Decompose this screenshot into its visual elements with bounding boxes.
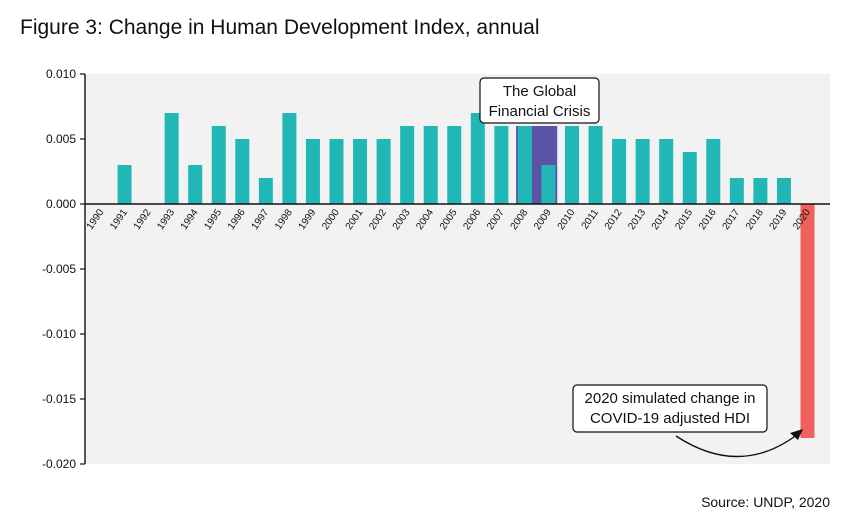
bar-2014 [659, 139, 674, 204]
bar-1991 [117, 165, 132, 204]
bar-2009 [541, 165, 556, 204]
bar-2015 [682, 152, 697, 204]
bar-2011 [588, 126, 603, 204]
bar-1993 [164, 113, 179, 204]
y-tick-label: -0.020 [42, 457, 76, 471]
bar-2013 [635, 139, 650, 204]
bar-2003 [400, 126, 415, 204]
bar-2008 [517, 126, 532, 204]
bar-2000 [329, 139, 344, 204]
annotation-text-covid: 2020 simulated change in [585, 390, 756, 407]
bar-1999 [305, 139, 320, 204]
y-tick-label: -0.015 [42, 392, 76, 406]
bar-1994 [188, 165, 203, 204]
bar-2020 [800, 204, 815, 438]
bar-2004 [423, 126, 438, 204]
bar-2016 [706, 139, 721, 204]
bar-1996 [235, 139, 250, 204]
annotation-arrow-head [790, 429, 803, 440]
y-tick-label: 0.010 [46, 67, 76, 81]
chart-title: Figure 3: Change in Human Development In… [20, 16, 540, 39]
bar-2018 [753, 178, 768, 204]
bar-1995 [211, 126, 226, 204]
bar-2006 [470, 113, 485, 204]
bar-2019 [776, 178, 791, 204]
bar-2017 [729, 178, 744, 204]
bar-2005 [447, 126, 462, 204]
bar-2010 [565, 126, 579, 204]
y-tick-label: 0.005 [46, 132, 76, 146]
bar-1997 [258, 178, 273, 204]
bar-2002 [376, 139, 391, 204]
y-tick-label: 0.000 [46, 197, 76, 211]
source-note: Source: UNDP, 2020 [701, 494, 830, 510]
annotation-arrow-curve [675, 433, 799, 458]
y-tick-label: -0.010 [42, 327, 76, 341]
bar-2012 [612, 139, 627, 204]
annotation-text-covid: COVID-19 adjusted HDI [590, 410, 750, 427]
bar-2007 [494, 126, 509, 204]
annotation-box-covid [572, 384, 768, 433]
annotation-text-financial-crisis: The Global [503, 83, 576, 100]
bar-2001 [353, 139, 368, 204]
y-tick-label: -0.005 [42, 262, 76, 276]
bar-1998 [282, 113, 297, 204]
annotation-text-financial-crisis: Financial Crisis [489, 103, 591, 120]
annotation-box-financial-crisis [479, 77, 600, 124]
